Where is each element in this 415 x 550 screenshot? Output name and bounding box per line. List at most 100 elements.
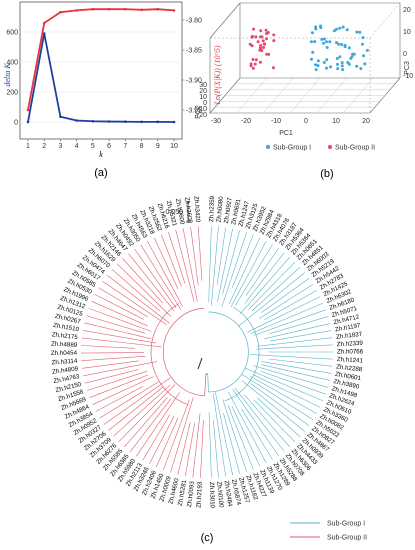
chart-a-right-tick-label: -3.85 bbox=[186, 48, 202, 55]
tree-scale-label: 0.050 bbox=[165, 209, 183, 216]
chart-a-point bbox=[107, 120, 111, 123]
pca-point-subgroup-2 bbox=[259, 44, 263, 47]
tree-branch-subgroup-2 bbox=[94, 294, 144, 320]
tree-leaf-label: Zh.h2359 bbox=[208, 195, 216, 222]
tree-branch-subgroup-1 bbox=[215, 391, 233, 476]
pca-pc2-tick: 20 bbox=[199, 88, 207, 95]
chart-a-right-tick-label: -3.80 bbox=[186, 18, 202, 25]
tree-branch-subgroup-1 bbox=[261, 364, 330, 381]
pca-point-subgroup-1 bbox=[346, 61, 350, 64]
tree-branch-subgroup-2 bbox=[91, 301, 148, 327]
chart-a-line-lnp bbox=[27, 8, 175, 111]
legend-c-label-2: Sub-Group II bbox=[327, 535, 367, 542]
pca-point-subgroup-2 bbox=[271, 66, 275, 70]
chart-a-left-ylabel: delta K bbox=[3, 63, 12, 87]
pca-point-subgroup-1 bbox=[335, 27, 338, 31]
chart-a-x-tick-label: 4 bbox=[75, 143, 79, 150]
chart-a-x-tick-label: 2 bbox=[42, 143, 46, 150]
chart-a-point bbox=[59, 115, 62, 119]
pca-point-subgroup-2 bbox=[266, 31, 270, 34]
pca-point-subgroup-2 bbox=[251, 66, 255, 70]
tree-branch-subgroup-1 bbox=[235, 244, 273, 306]
pca-point-subgroup-2 bbox=[258, 46, 262, 50]
chart-a-x-tick-label: 9 bbox=[156, 143, 160, 150]
tree-branch-subgroup-1 bbox=[260, 370, 326, 395]
pca-points bbox=[248, 24, 369, 72]
pca-pc1-tick: 20 bbox=[362, 118, 370, 125]
pca-point-subgroup-1 bbox=[361, 36, 365, 40]
pca-pc2-tick: -20 bbox=[197, 112, 207, 119]
tree-branch-subgroup-1 bbox=[211, 226, 219, 306]
pca-point-subgroup-1 bbox=[311, 50, 315, 54]
tree-branch-subgroup-2 bbox=[142, 414, 171, 461]
pca-point-subgroup-2 bbox=[261, 39, 265, 43]
chart-a-point bbox=[42, 32, 46, 35]
tree-branch-subgroup-1 bbox=[248, 261, 296, 311]
tree-branch-subgroup-2 bbox=[111, 269, 161, 312]
chart-a-point bbox=[26, 120, 30, 124]
pca-point-subgroup-1 bbox=[328, 40, 332, 44]
pca-point-subgroup-1 bbox=[316, 59, 320, 63]
pca-point-subgroup-1 bbox=[337, 42, 341, 46]
tree-branch-subgroup-1 bbox=[240, 256, 291, 314]
tree-leaf-label: Zh.h0766 bbox=[337, 349, 364, 356]
pca-edge-3 bbox=[369, 2, 401, 39]
pca-point-subgroup-1 bbox=[310, 57, 313, 61]
pca-point-subgroup-2 bbox=[252, 27, 256, 31]
tree-branch-subgroup-1 bbox=[250, 383, 310, 427]
tree-branch-subgroup-2 bbox=[200, 419, 204, 478]
pca-point-subgroup-1 bbox=[358, 30, 362, 34]
pca-pc2-tick: 10 bbox=[199, 94, 207, 101]
pca-point-subgroup-2 bbox=[265, 52, 269, 56]
pca-point-subgroup-1 bbox=[355, 30, 359, 34]
chart-a-right-ylabel: Ln(P(X|K)) (10^5) bbox=[213, 45, 222, 105]
pca-point-subgroup-1 bbox=[335, 41, 338, 45]
tree-branch-subgroup-1 bbox=[270, 330, 332, 342]
pca-pc2-tick: -10 bbox=[197, 106, 207, 113]
tree-arc-subgroup-1 bbox=[208, 311, 249, 393]
tree-branch-subgroup-1 bbox=[213, 420, 219, 478]
tree-branch-subgroup-1 bbox=[244, 367, 324, 402]
tree-branch-subgroup-2 bbox=[95, 386, 143, 412]
pca-point-subgroup-2 bbox=[259, 29, 263, 33]
tree-branch-subgroup-1 bbox=[222, 230, 240, 295]
pca-pc1-tick: -20 bbox=[241, 118, 251, 125]
panel-label-b: (b) bbox=[320, 168, 333, 180]
tree-leaf-label: Zh.h1510 bbox=[53, 322, 81, 333]
chart-a-line-delta-k bbox=[27, 33, 175, 123]
tree-branch-subgroup-2 bbox=[103, 377, 171, 425]
tree-arc-inner-2 bbox=[150, 303, 188, 405]
tree-branch-subgroup-2 bbox=[123, 397, 168, 448]
pca-point-subgroup-1 bbox=[332, 29, 336, 33]
tree-branch-subgroup-1 bbox=[232, 234, 254, 289]
tree-branch-subgroup-2 bbox=[163, 399, 190, 471]
chart-a-point bbox=[140, 8, 143, 12]
tree-branch-subgroup-1 bbox=[253, 399, 296, 443]
tree-leaf-label: Zh.h1197 bbox=[335, 322, 362, 333]
tree-branch-subgroup-1 bbox=[227, 404, 254, 470]
tree-leaf-label: Zh.h1837 bbox=[336, 331, 363, 341]
pca-point-subgroup-2 bbox=[253, 62, 257, 66]
tree-branch-subgroup-2 bbox=[98, 287, 148, 318]
tree-branch-subgroup-1 bbox=[261, 361, 332, 374]
chart-a-x-tick-label: 1 bbox=[26, 143, 30, 150]
panel-label-c: (c) bbox=[201, 532, 214, 544]
tree-leaf-label: Zh.h4889 bbox=[51, 341, 78, 349]
tree-branch-subgroup-1 bbox=[217, 228, 233, 302]
chart-a-right-tick-label: -3.95 bbox=[186, 108, 202, 115]
tree-branch-subgroup-1 bbox=[257, 337, 333, 347]
tree-branch-subgroup-1 bbox=[253, 365, 328, 388]
tree-branch-subgroup-2 bbox=[84, 369, 139, 384]
tree-branch-subgroup-2 bbox=[92, 376, 154, 405]
tree-branch-subgroup-2 bbox=[82, 330, 157, 344]
legend-b-swatch-1 bbox=[266, 145, 270, 149]
pca-point-subgroup-2 bbox=[254, 35, 258, 39]
chart-a-left-tick-label: 600 bbox=[6, 30, 18, 37]
pca-point-subgroup-1 bbox=[362, 54, 366, 58]
pca-point-subgroup-1 bbox=[309, 40, 313, 44]
chart-a-point bbox=[156, 7, 160, 11]
tree-branch-subgroup-2 bbox=[89, 374, 149, 398]
pca-point-subgroup-1 bbox=[325, 40, 328, 44]
